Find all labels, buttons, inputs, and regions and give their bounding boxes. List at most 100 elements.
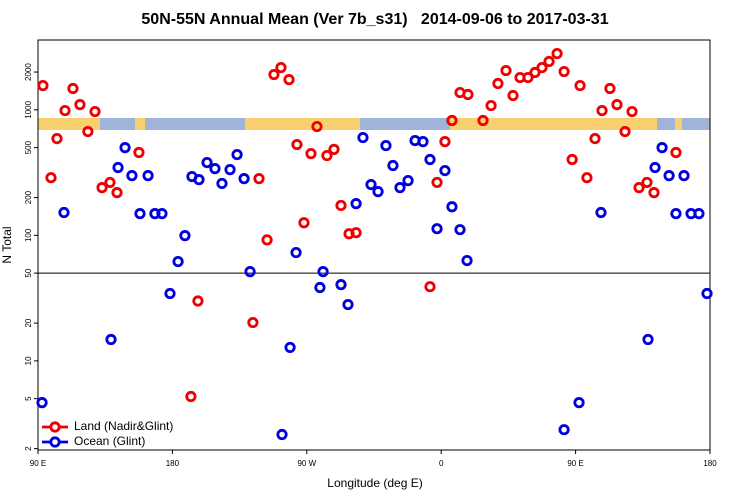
point bbox=[268, 68, 280, 81]
point bbox=[231, 148, 243, 161]
y-tick-label: 2000 bbox=[24, 63, 33, 81]
point bbox=[626, 105, 638, 118]
point bbox=[357, 131, 369, 144]
point bbox=[462, 88, 474, 101]
point bbox=[291, 138, 303, 151]
point bbox=[284, 341, 296, 354]
point bbox=[611, 99, 623, 111]
point bbox=[558, 424, 570, 436]
point bbox=[317, 266, 329, 278]
x-axis-label: Longitude (deg E) bbox=[327, 476, 422, 490]
point bbox=[290, 246, 302, 259]
point bbox=[492, 77, 504, 90]
point bbox=[551, 47, 563, 60]
point bbox=[439, 136, 451, 148]
point bbox=[670, 146, 682, 159]
band-land bbox=[135, 118, 145, 130]
point bbox=[276, 428, 288, 441]
point bbox=[424, 153, 436, 166]
point bbox=[67, 82, 79, 95]
point bbox=[566, 153, 578, 166]
point bbox=[365, 178, 377, 191]
x-tick-label: 0 bbox=[439, 459, 444, 468]
x-tick-label: 90 W bbox=[297, 459, 316, 468]
legend-marker bbox=[49, 421, 61, 433]
point bbox=[37, 79, 49, 92]
point bbox=[477, 114, 489, 127]
point bbox=[275, 61, 287, 74]
point bbox=[604, 82, 616, 95]
point bbox=[261, 234, 273, 246]
surface-band bbox=[38, 118, 710, 130]
point bbox=[58, 206, 70, 219]
x-tick-label: 180 bbox=[703, 459, 717, 468]
chart-title: 50N-55N Annual Mean (Ver 7b_s31) 2014-09… bbox=[141, 11, 608, 28]
point bbox=[105, 333, 117, 346]
y-tick-label: 100 bbox=[24, 228, 33, 242]
point bbox=[350, 198, 362, 210]
point bbox=[134, 208, 146, 220]
x-tick-label: 90 E bbox=[30, 459, 46, 468]
point bbox=[529, 66, 541, 79]
legend-label: Land (Nadir&Glint) bbox=[74, 419, 173, 433]
series bbox=[36, 131, 713, 441]
band-land bbox=[450, 118, 657, 130]
point bbox=[633, 182, 645, 194]
point bbox=[244, 266, 256, 278]
point bbox=[311, 120, 323, 133]
legend-label: Ocean (Glint) bbox=[74, 434, 145, 448]
point bbox=[193, 174, 205, 186]
band-ocean bbox=[360, 118, 450, 130]
point bbox=[216, 177, 228, 190]
point bbox=[372, 186, 384, 198]
point bbox=[417, 136, 429, 148]
y-tick-label: 5 bbox=[24, 396, 33, 401]
point bbox=[446, 201, 458, 213]
point bbox=[595, 206, 607, 219]
point bbox=[82, 125, 94, 138]
point bbox=[649, 161, 661, 174]
point bbox=[424, 281, 436, 293]
point bbox=[656, 142, 668, 154]
point bbox=[59, 104, 71, 117]
point bbox=[96, 182, 108, 194]
point bbox=[36, 397, 48, 409]
y-axis-label: N Total bbox=[0, 226, 14, 263]
point bbox=[485, 99, 497, 112]
point bbox=[133, 146, 145, 159]
point bbox=[454, 224, 466, 236]
y-tick-label: 200 bbox=[24, 190, 33, 204]
point bbox=[558, 65, 570, 78]
point bbox=[164, 287, 176, 300]
point bbox=[253, 173, 265, 185]
point bbox=[431, 176, 443, 189]
point bbox=[51, 132, 63, 145]
point bbox=[522, 71, 534, 84]
point bbox=[104, 176, 116, 189]
band-land bbox=[245, 118, 360, 130]
point bbox=[179, 230, 191, 242]
point bbox=[394, 182, 406, 194]
point bbox=[500, 64, 512, 77]
point bbox=[543, 55, 555, 68]
point bbox=[387, 159, 399, 172]
point bbox=[439, 165, 451, 177]
point bbox=[670, 208, 682, 220]
point bbox=[641, 176, 653, 189]
point bbox=[298, 217, 310, 229]
point bbox=[663, 170, 675, 182]
point bbox=[335, 279, 347, 291]
point bbox=[328, 143, 340, 155]
band-ocean bbox=[100, 118, 245, 130]
y-tick-label: 1000 bbox=[24, 100, 33, 118]
y-tick-label: 2 bbox=[24, 446, 33, 451]
point bbox=[126, 170, 138, 182]
point bbox=[238, 173, 250, 185]
point bbox=[224, 164, 236, 176]
point bbox=[402, 175, 414, 187]
point bbox=[596, 104, 608, 117]
point bbox=[573, 397, 585, 409]
point bbox=[247, 316, 259, 329]
